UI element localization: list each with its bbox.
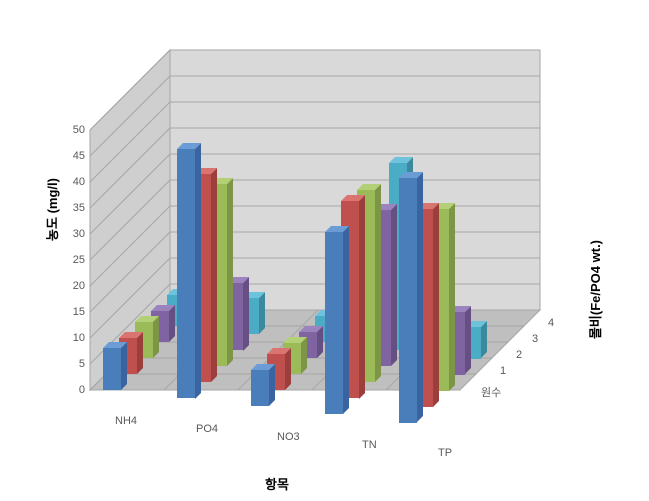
y-tick: 15: [60, 306, 85, 318]
y-tick: 0: [60, 384, 85, 396]
y-tick: 40: [60, 176, 85, 188]
y-tick: 50: [60, 124, 85, 136]
bar: [103, 348, 127, 390]
x-tick: TP: [438, 447, 452, 459]
bar: [399, 178, 423, 422]
y-tick: 20: [60, 280, 85, 292]
x-tick: PO4: [196, 423, 218, 435]
y-tick: 45: [60, 150, 85, 162]
x-axis-label: 항목: [265, 474, 289, 493]
y-tick: 35: [60, 202, 85, 214]
z-tick: 3: [532, 333, 538, 345]
y-axis-label: 농도 (mg/l): [42, 178, 61, 241]
bar: [251, 370, 275, 406]
x-tick: NH4: [115, 415, 137, 427]
x-tick: TN: [362, 439, 377, 451]
z-axis-label: 몰비(Fe/PO4 wt.): [585, 240, 604, 339]
z-tick: 1: [500, 365, 506, 377]
y-tick: 10: [60, 332, 85, 344]
y-tick: 25: [60, 254, 85, 266]
x-tick: NO3: [277, 431, 300, 443]
z-tick: 원수: [481, 384, 501, 400]
z-tick: 4: [548, 317, 554, 329]
z-tick: 2: [516, 349, 522, 361]
bar: [325, 232, 349, 414]
y-tick: 5: [60, 358, 85, 370]
y-tick: 30: [60, 228, 85, 240]
bar: [177, 149, 201, 399]
